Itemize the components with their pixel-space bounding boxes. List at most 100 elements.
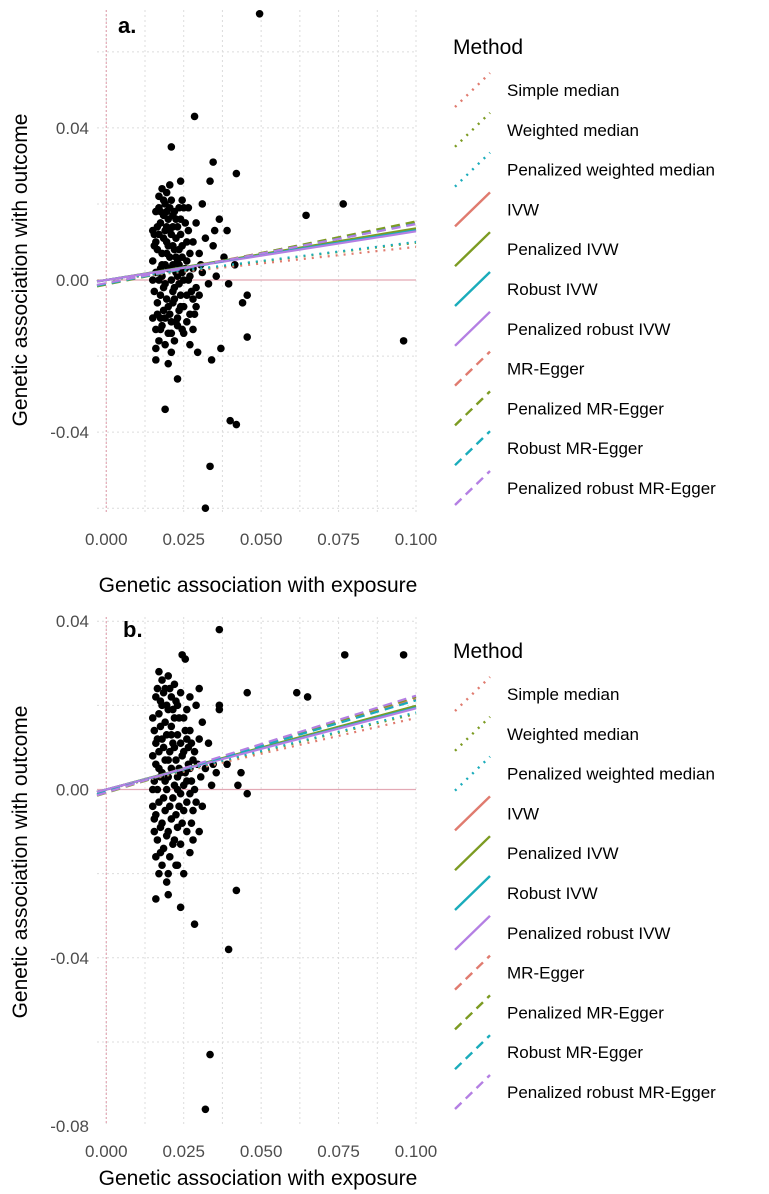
- legend-a: Method Simple median Weighted median Penal…: [453, 36, 716, 506]
- legend-label-a: Robust IVW: [507, 280, 598, 299]
- legend-item-penalized-weighted-median-a: Penalized weighted median: [454, 151, 715, 188]
- data-point-b: [173, 823, 182, 832]
- legend-key-simple-median-a: [454, 72, 491, 108]
- legend-item-ivw-a: IVW: [454, 191, 539, 228]
- x-axis-title-b: Genetic association with exposure: [99, 1167, 418, 1190]
- data-point-a: [173, 375, 182, 383]
- data-point-b: [190, 920, 199, 928]
- data-point-a: [201, 504, 210, 512]
- data-point-a: [176, 177, 185, 185]
- legend-b: Method Simple median Weighted median Penal…: [453, 640, 716, 1110]
- data-point-b: [204, 739, 213, 748]
- legend-item-penalized-robust-ivw-a: Penalized robust IVW: [454, 310, 670, 347]
- line-penalized-robust-ivw-b: [96, 707, 417, 794]
- legend-item-robust-mr-egger-b: Robust MR-Egger: [454, 1034, 643, 1071]
- x-tick-label-b: 0.050: [240, 1142, 283, 1161]
- data-point-b: [155, 764, 163, 773]
- legend-label-a: Robust MR-Egger: [507, 439, 643, 458]
- data-point-b: [176, 688, 185, 697]
- data-point-a: [243, 291, 252, 300]
- legend-key-penalized-robust-mr-egger-b: [454, 1074, 491, 1110]
- data-point-b: [164, 756, 173, 764]
- legend-item-penalized-robust-mr-egger-a: Penalized robust MR-Egger: [454, 470, 716, 506]
- legend-key-weighted-median-a: [454, 111, 491, 148]
- legend-item-penalized-weighted-median-b: Penalized weighted median: [454, 755, 715, 792]
- legend-label-b: IVW: [507, 804, 539, 823]
- legend-label-b: Penalized robust IVW: [507, 924, 670, 943]
- line-penalized-weighted-median-a: [96, 240, 417, 283]
- y-tick-label-b: 0.00: [56, 781, 89, 800]
- data-point-b: [148, 752, 157, 760]
- data-point-b: [399, 651, 408, 659]
- data-point-b: [167, 731, 176, 739]
- data-point-a: [150, 287, 159, 296]
- data-point-b: [195, 735, 204, 743]
- x-tick-label-a: 0.075: [317, 530, 360, 549]
- data-point-b: [215, 625, 224, 634]
- data-point-a: [204, 280, 213, 288]
- line-penalized-mr-egger-a: [96, 220, 417, 288]
- data-point-b: [156, 722, 165, 731]
- data-point-b: [155, 798, 163, 806]
- legend-item-mr-egger-a: MR-Egger: [454, 350, 585, 387]
- panel-b: 0.000 0.025 0.050 0.075 0.100 0.04 0.00 -0.04 -…: [9, 612, 437, 1190]
- data-point-a: [210, 226, 219, 235]
- panel-a: 0.000 0.025 0.050 0.075 0.100 0.040.00-0.04 …: [9, 10, 437, 597]
- data-point-a: [169, 222, 177, 231]
- data-point-b: [176, 840, 185, 849]
- legend-item-penalized-mr-egger-a: Penalized MR-Egger: [454, 390, 664, 427]
- x-tick-label-a: 0.000: [85, 530, 128, 549]
- data-point-b: [179, 869, 188, 878]
- data-point-b: [158, 735, 166, 743]
- data-point-a: [179, 276, 188, 284]
- data-point-b: [153, 836, 162, 844]
- legend-label-b: Penalized robust MR-Egger: [507, 1083, 716, 1102]
- legend-item-robust-mr-egger-a: Robust MR-Egger: [454, 430, 643, 467]
- data-point-a: [167, 318, 176, 326]
- legend-label-b: Penalized weighted median: [507, 765, 715, 784]
- data-point-b: [201, 1105, 210, 1114]
- legend-item-simple-median-b: Simple median: [454, 676, 619, 712]
- data-point-b: [167, 722, 176, 731]
- line-robust-mr-egger-b: [96, 699, 417, 796]
- data-point-b: [156, 697, 165, 705]
- data-point-a: [184, 203, 193, 212]
- data-point-b: [155, 709, 163, 718]
- data-point-a: [232, 420, 241, 429]
- data-point-b: [198, 802, 207, 811]
- data-point-b: [165, 684, 174, 693]
- data-point-a: [165, 253, 174, 261]
- data-point-a: [167, 276, 176, 284]
- data-point-a: [155, 230, 163, 239]
- data-point-b: [224, 945, 233, 954]
- data-point-a: [186, 272, 194, 281]
- data-point-a: [186, 340, 194, 349]
- data-point-b: [183, 777, 191, 785]
- data-point-b: [195, 684, 204, 693]
- legend-label-a: Simple median: [507, 81, 619, 100]
- data-point-b: [164, 672, 173, 680]
- legend-label-a: Penalized IVW: [507, 240, 619, 259]
- data-point-b: [340, 651, 349, 659]
- x-tick-label-b: 0.100: [395, 1142, 438, 1161]
- legend-key-mr-egger-b: [454, 954, 491, 991]
- data-point-a: [158, 249, 166, 258]
- data-point-a: [183, 291, 191, 300]
- legend-key-mr-egger-a: [454, 350, 491, 387]
- data-point-b: [186, 693, 194, 701]
- y-axis-title-a: Genetic association with outcome: [9, 114, 32, 427]
- legend-key-penalized-weighted-median-a: [454, 151, 491, 188]
- legend-label-b: Weighted median: [507, 725, 639, 744]
- data-point-a: [224, 280, 233, 288]
- data-point-a: [178, 196, 186, 204]
- data-point-b: [178, 752, 186, 760]
- line-simple-median-b: [96, 716, 417, 793]
- x-tick-label-b: 0.075: [317, 1142, 360, 1161]
- data-point-a: [243, 333, 252, 341]
- legend-key-penalized-ivw-a: [454, 231, 491, 268]
- data-point-b: [153, 684, 162, 693]
- legend-key-robust-ivw-b: [454, 875, 491, 911]
- legend-label-b: Simple median: [507, 685, 619, 704]
- data-point-a: [156, 291, 165, 300]
- legend-item-robust-ivw-a: Robust IVW: [454, 271, 598, 307]
